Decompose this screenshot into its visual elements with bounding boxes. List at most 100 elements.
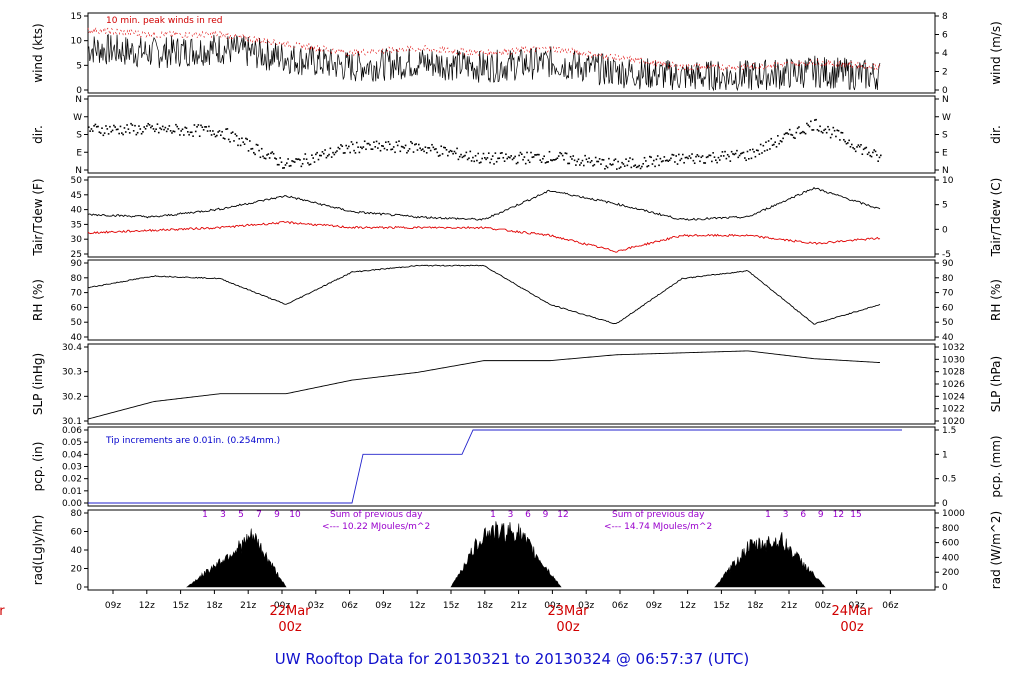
dir-point [423,150,425,153]
time-tick-label: 03z [849,601,865,611]
dir-point [155,128,157,131]
right-tick-label: 0 [942,225,948,235]
dir-point [873,149,875,151]
dir-point [860,144,862,146]
dir-point [802,130,804,133]
dir-point [359,146,362,148]
dir-point [312,157,314,159]
dir-point [622,163,625,165]
dir-point [193,124,196,126]
left-tick-label: 70 [71,289,83,299]
dir-point [800,131,803,134]
dir-point [328,153,330,156]
dir-point [361,147,363,150]
dir-point [353,149,355,152]
left-tick-label: 25 [71,250,82,260]
dir-point [713,156,716,158]
dir-point [671,153,674,156]
dir-point [139,128,142,130]
dir-point [569,155,572,158]
dir-point [613,159,615,162]
dir-point [99,132,102,134]
dir-point [794,137,796,140]
dir-point [348,145,350,148]
dir-point [238,137,241,140]
dir-point [679,159,681,162]
dir-point [113,124,115,127]
dir-point [803,131,806,134]
dir-point [259,156,262,159]
left-tick-label: 15 [71,12,82,22]
dir-point [482,152,485,155]
dir-point [841,131,844,134]
dir-point [598,158,601,160]
dir-point [668,159,671,161]
dir-point [514,155,516,158]
dir-point [251,147,254,150]
y-axis-label-right: RH (%) [989,279,1003,321]
dir-point [156,123,159,125]
dir-point [722,155,725,157]
dir-point [154,130,156,133]
time-tick-label: 18z [477,601,493,611]
dir-point [792,136,795,139]
dir-point [308,163,311,166]
rad-hour-label: 6 [800,510,806,520]
dir-point [536,153,539,156]
dir-point [311,154,313,157]
dir-point [474,155,477,157]
date-label: 24Mar [831,604,873,619]
dir-point [847,142,849,144]
dir-point [528,161,531,164]
dir-point [399,150,402,153]
dir-point [93,125,95,127]
dir-point [819,125,821,128]
dir-point [378,142,380,145]
dir-point [877,160,879,162]
date-label: 21Mar [0,604,5,619]
dir-point [751,148,754,151]
dir-point [425,152,428,154]
dir-point [631,158,634,161]
dir-point [337,146,340,149]
dir-point [849,145,852,148]
right-tick-label: 200 [942,568,959,578]
dir-point [787,133,790,135]
dir-point [837,129,840,132]
dir-point [788,128,791,131]
left-tick-label: 40 [71,546,83,556]
dir-point [470,160,473,162]
dir-point [419,147,421,150]
dir-point [179,134,181,136]
dir-point [322,152,325,155]
dir-point [766,149,769,151]
left-tick-label: 0.04 [62,450,82,460]
dir-point [829,136,832,139]
dir-point [374,146,377,148]
dir-point [783,133,786,136]
dir-point [609,163,611,165]
dir-point [424,146,427,148]
dir-point [387,140,390,143]
dir-point [494,152,497,154]
dir-point [213,133,215,136]
dir-point [332,151,334,154]
right-tick-label: 1030 [942,355,965,365]
right-tick-label: S [942,131,948,141]
dir-point [315,153,317,156]
time-tick-label: 12z [409,601,425,611]
wind-note: 10 min. peak winds in red [106,16,223,26]
dir-point [583,164,585,167]
dir-point [319,154,321,157]
dir-point [683,161,685,164]
right-tick-label: 1024 [942,392,965,402]
dir-point [181,128,184,131]
dir-point [472,156,474,159]
dir-point [633,165,635,167]
rad-sum-title: Sum of previous day [612,510,705,520]
dir-point [618,167,621,170]
dir-point [790,133,792,136]
dir-point [728,155,730,158]
dir-point [400,145,403,148]
dir-point [235,135,238,137]
